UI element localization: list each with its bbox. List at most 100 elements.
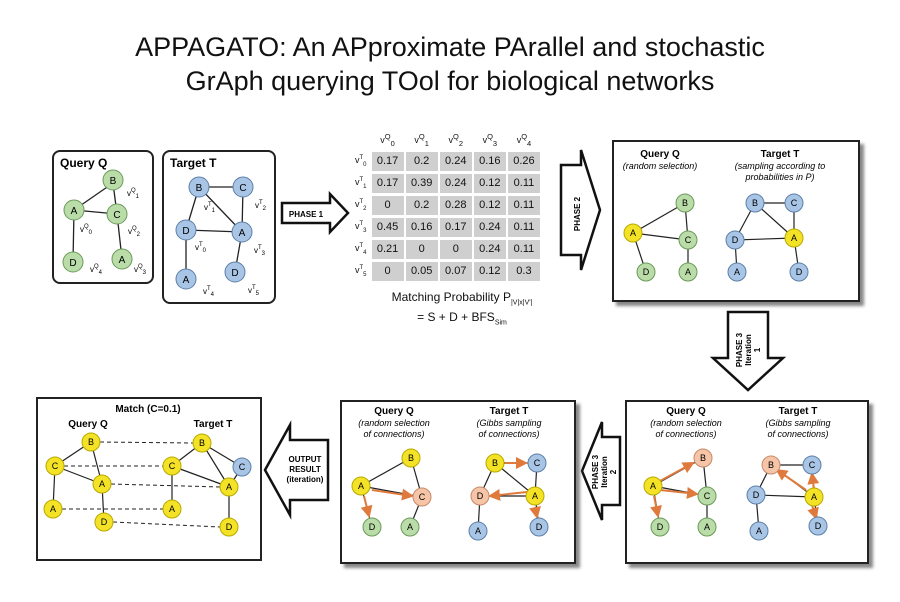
matrix-cell: 0.11 (507, 195, 540, 215)
svg-text:RESULT: RESULT (289, 465, 321, 474)
matrix-row-header: vT3 (355, 220, 367, 234)
svg-text:D: D (536, 522, 543, 532)
query-nodes-1 (62, 169, 133, 273)
svg-text:D: D (226, 522, 233, 532)
svg-text:A: A (226, 482, 232, 492)
matrix-cell: 0.16 (405, 217, 438, 237)
output-arrow: OUTPUT RESULT (iteration) (263, 420, 330, 520)
svg-text:C: C (52, 461, 59, 471)
svg-text:(random selection: (random selection (650, 418, 722, 428)
matrix-cell: 0.11 (507, 217, 540, 237)
svg-text:A: A (50, 504, 56, 514)
svg-text:B: B (752, 198, 758, 208)
svg-text:A: A (71, 206, 78, 217)
svg-text:Query Q: Query Q (640, 149, 680, 160)
matrix-cell: 0.26 (507, 151, 540, 171)
svg-text:C: C (685, 235, 692, 245)
phase3-iter2-panel (340, 400, 576, 564)
matrix-cell: 0.24 (473, 217, 506, 237)
matrix-cell: 0.28 (439, 195, 472, 215)
svg-text:Query Q: Query Q (666, 406, 706, 417)
page-title-line1: APPAGATO: An APproximate PArallel and st… (135, 32, 765, 62)
svg-text:C: C (809, 460, 816, 470)
matrix-cell: 0.17 (371, 173, 404, 193)
svg-text:1: 1 (753, 347, 762, 352)
svg-text:of connections): of connections) (767, 429, 828, 439)
matrix-cell: 0 (371, 261, 404, 281)
svg-text:C: C (239, 183, 246, 194)
svg-text:A: A (358, 481, 364, 491)
svg-text:A: A (704, 522, 710, 532)
svg-text:of connections): of connections) (478, 429, 539, 439)
matrix-row: vT0 0.17 0.2 0.24 0.16 0.26 (354, 151, 540, 171)
svg-text:A: A (630, 228, 636, 238)
svg-text:(Gibbs sampling: (Gibbs sampling (476, 418, 541, 428)
svg-text:D: D (231, 268, 238, 279)
svg-text:B: B (110, 176, 117, 187)
matrix-cell: 0.11 (507, 173, 540, 193)
matrix-cell: 0 (371, 195, 404, 215)
svg-text:D: D (477, 491, 484, 501)
svg-text:C: C (239, 462, 246, 472)
svg-text:(random selection): (random selection) (623, 161, 698, 171)
svg-text:of connections): of connections) (363, 429, 424, 439)
svg-text:D: D (657, 522, 664, 532)
svg-text:A: A (532, 491, 538, 501)
matrix-row: vT3 0.45 0.16 0.17 0.24 0.11 (354, 217, 540, 237)
svg-text:C: C (704, 491, 711, 501)
svg-text:A: A (183, 275, 190, 286)
phase2-arrow: PHASE 2 (559, 149, 602, 271)
matrix-cell: 0 (439, 239, 472, 259)
svg-text:B: B (408, 453, 414, 463)
svg-text:A: A (791, 233, 797, 243)
matrix-cell: 0.12 (473, 261, 506, 281)
matrix-cell: 0.12 (473, 195, 506, 215)
svg-text:OUTPUT: OUTPUT (289, 455, 322, 464)
phase3-iter1-arrow: PHASE 3 Iteration 1 (709, 310, 787, 392)
svg-text:C: C (419, 492, 426, 502)
matrix-cell: 0.2 (405, 151, 438, 171)
matrix-row-header: vT1 (355, 176, 367, 190)
svg-text:Target T: Target T (779, 406, 818, 417)
svg-text:D: D (815, 521, 822, 531)
matrix-row-header: vT5 (355, 264, 367, 278)
query-title: Query Q (60, 156, 107, 170)
matrix-cell: 0.07 (439, 261, 472, 281)
matrix-caption: Matching Probability P|V|x|V'| = S + D +… (391, 290, 533, 327)
svg-text:D: D (182, 226, 189, 237)
svg-text:PHASE 3: PHASE 3 (735, 332, 744, 367)
svg-text:A: A (811, 492, 817, 502)
svg-text:A: A (239, 228, 246, 239)
svg-text:D: D (732, 235, 739, 245)
svg-text:(random selection: (random selection (358, 418, 430, 428)
phase1-arrow: PHASE 1 (280, 190, 350, 236)
svg-text:Iteration: Iteration (600, 456, 609, 488)
matrix-cell: 0.11 (507, 239, 540, 259)
svg-text:probabilities in P): probabilities in P) (744, 172, 814, 182)
svg-text:A: A (650, 481, 656, 491)
svg-text:A: A (475, 526, 481, 536)
svg-text:Target T: Target T (194, 419, 233, 430)
svg-text:B: B (199, 438, 205, 448)
svg-text:C: C (169, 461, 176, 471)
matrix-cell: 0.17 (439, 217, 472, 237)
svg-text:A: A (756, 526, 762, 536)
matrix-row-header: vT2 (355, 198, 367, 212)
svg-text:B: B (492, 458, 498, 468)
svg-text:D: D (796, 267, 803, 277)
svg-text:(Gibbs sampling: (Gibbs sampling (765, 418, 830, 428)
matrix-cell: 0.12 (473, 173, 506, 193)
phase1-label: PHASE 1 (289, 210, 324, 219)
matrix-row-header: vT4 (355, 242, 367, 256)
matrix-cell: 0.39 (405, 173, 438, 193)
matrix-row: vT2 0 0.2 0.28 0.12 0.11 (354, 195, 540, 215)
phase2-label: PHASE 2 (573, 196, 582, 231)
phase3-iter1-panel (625, 400, 869, 564)
svg-text:(sampling according to: (sampling according to (735, 161, 826, 171)
svg-text:B: B (88, 437, 94, 447)
matrix-row: vT4 0.21 0 0 0.24 0.11 (354, 239, 540, 259)
